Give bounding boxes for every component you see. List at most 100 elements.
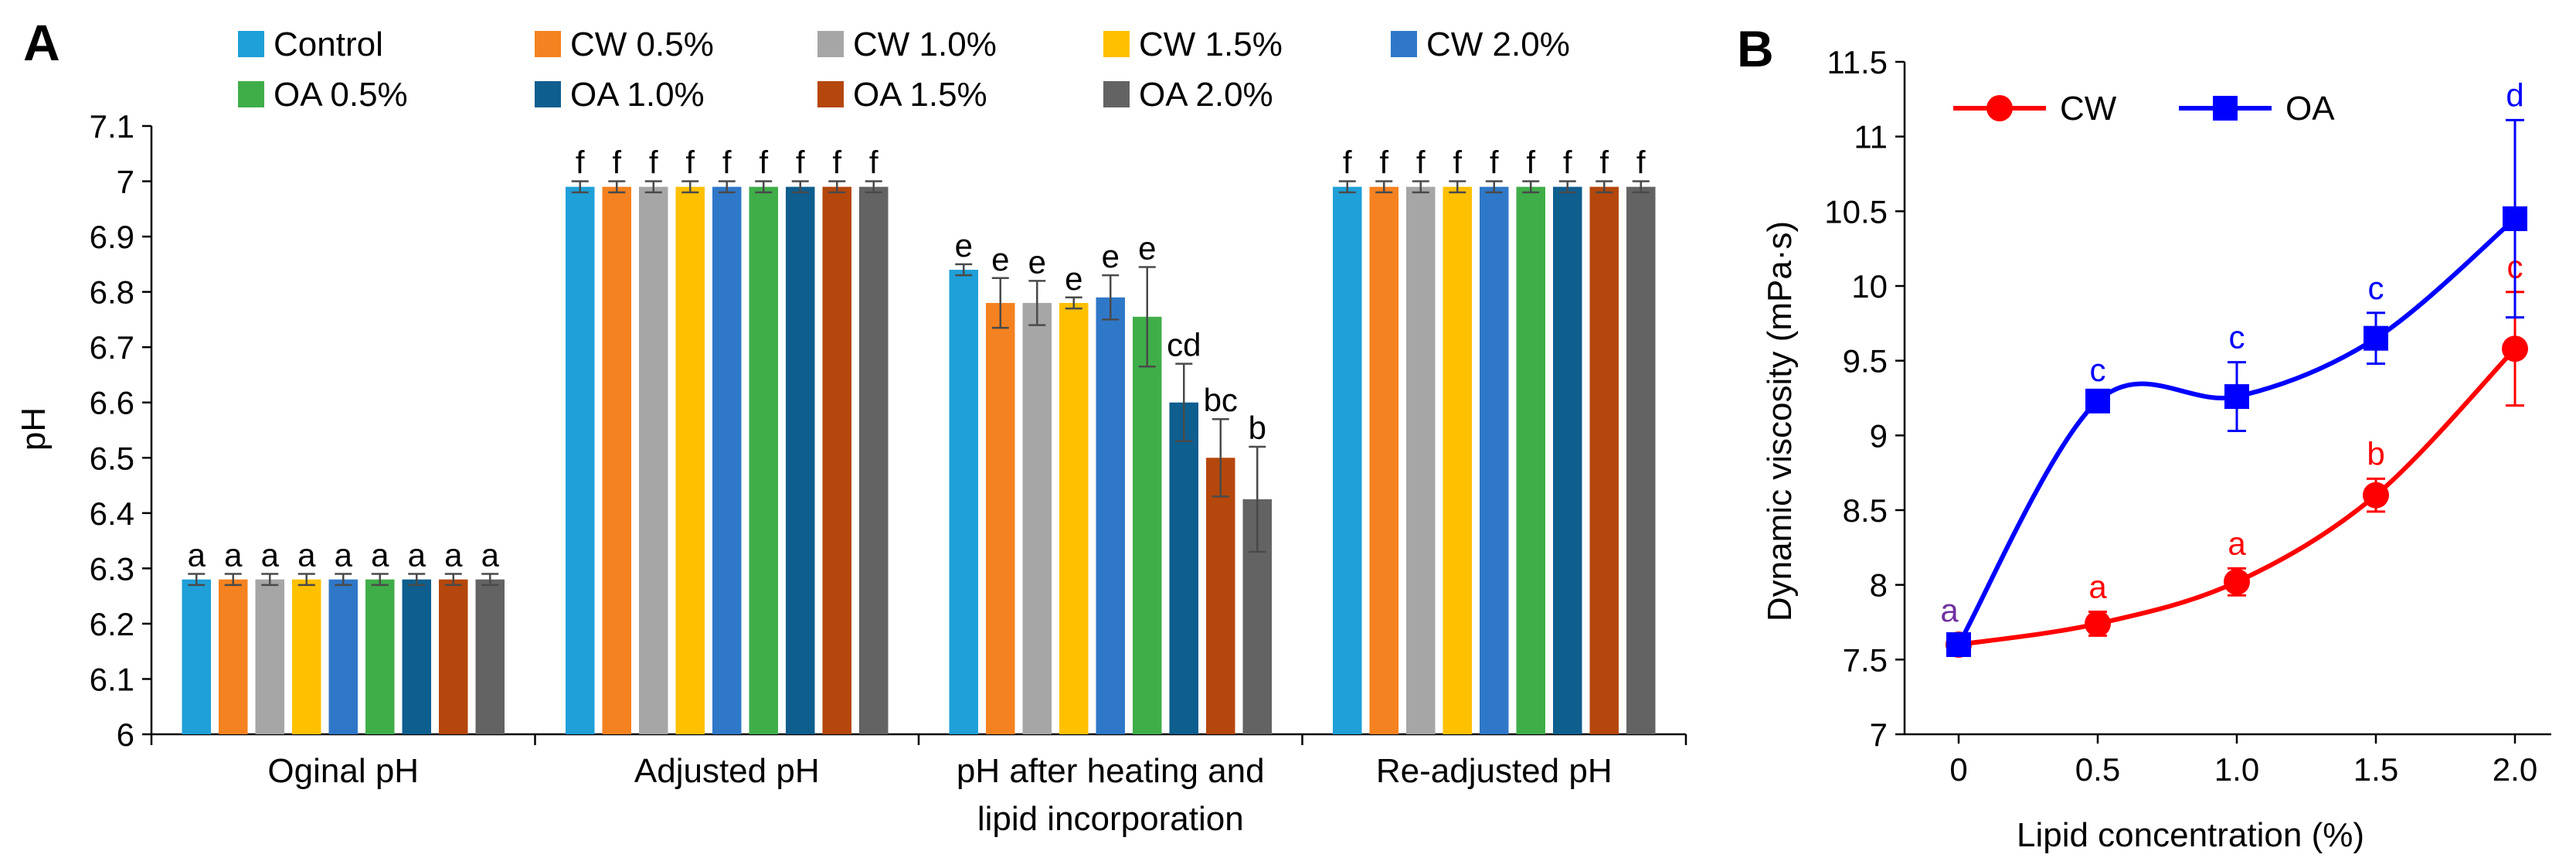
point-cw-2 [2224,568,2250,595]
legend-label-7: OA 1.5% [853,76,987,114]
letter-3-3: f [1453,145,1462,181]
letter-oa-1: c [2090,352,2106,388]
letter-1-8: f [869,145,878,181]
bar-1-8 [859,186,889,734]
bar-0-3 [292,579,321,734]
point-oa-3 [2364,325,2388,351]
group-label-1: Adjusted pH [634,752,820,790]
letter-0-7: a [444,537,463,574]
legend-label-3: CW 1.5% [1139,26,1283,63]
legend-swatch-5 [238,81,264,107]
group-label-line1-2: pH after heating and [957,752,1265,790]
letter-0-8: a [481,537,500,574]
point-cw-1 [2085,610,2111,637]
bar-3-2 [1406,186,1436,734]
chart-a-ytick-label-11: 7.1 [90,108,134,145]
chart-b-ytick-label-4: 9 [1870,417,1888,454]
letter-1-3: f [685,145,695,181]
legend-label-1: CW 0.5% [570,26,714,63]
chart-b-xtick-label-1: 0.5 [2075,751,2120,788]
letter-2-8: b [1249,410,1266,446]
chart-a-ytick-label-0: 6 [117,717,134,753]
letter-0-4: a [335,537,353,574]
bar-3-1 [1369,186,1398,734]
bar-1-0 [566,186,595,734]
chart-b-ytick-label-1: 7.5 [1843,642,1888,678]
bar-2-3 [1059,302,1089,735]
bar-2-7 [1206,458,1235,734]
letter-1-0: f [576,145,585,181]
bar-3-4 [1480,186,1509,734]
letter-3-1: f [1379,145,1388,181]
legend-swatch-0 [238,31,264,57]
letter-2-4: e [1102,238,1120,274]
letter-1-6: f [796,145,805,181]
bar-2-6 [1169,402,1198,734]
legend-swatch-1 [535,31,561,57]
bar-2-2 [1022,302,1052,735]
letter-1-5: f [759,145,768,181]
chart-b-xtick-label-0: 0 [1949,751,1967,788]
letter-0-2: a [261,537,280,574]
group-label-0: Oginal pH [267,752,419,790]
series-line-oa [1956,216,2517,646]
legend-b-label-0: CW [2060,90,2117,128]
chart-b-ytick-label-7: 10.5 [1824,193,1888,230]
letter-3-7: f [1599,145,1609,181]
letter-2-3: e [1065,260,1082,297]
bar-0-4 [328,579,358,734]
letter-2-7: bc [1204,382,1238,418]
panel-a-label: A [23,14,60,71]
letter-3-6: f [1563,145,1572,181]
letter-0-0: a [188,537,206,574]
legend-label-5: OA 0.5% [274,76,408,114]
chart-b-ytick-label-3: 8.5 [1843,492,1888,529]
chart-a-ytick-label-8: 6.8 [90,274,134,311]
bar-0-2 [255,579,284,734]
legend-b-marker-0 [1986,95,2013,121]
point-oa-4 [2503,206,2527,231]
letter-oa-2: c [2229,319,2245,356]
legend-swatch-8 [1103,81,1130,107]
bar-3-0 [1333,186,1362,734]
bar-3-6 [1553,186,1582,734]
letter-1-4: f [722,145,732,181]
legend-swatch-2 [817,31,844,57]
legend-swatch-4 [1391,31,1417,57]
bar-3-3 [1443,186,1472,734]
letter-0-6: a [408,537,427,574]
chart-a-plot: Control CW 0.5% CW 1.0% CW 1.5% CW 2.0% OA 0.… [90,26,1687,838]
bar-0-8 [475,579,505,734]
bar-0-0 [182,579,211,734]
bar-1-2 [639,186,668,734]
legend-label-0: Control [274,26,383,63]
chart-a-ytick-label-2: 6.2 [90,606,134,642]
letter-2-5: e [1138,230,1156,266]
letter-0-3: a [297,537,316,574]
bar-0-1 [219,579,248,734]
bar-1-3 [675,186,705,734]
letter-0-1: a [224,537,243,574]
chart-b-ytick-label-2: 8 [1870,567,1888,604]
chart-a-ytick-label-9: 6.9 [90,219,134,255]
letter-cw-2: a [2228,525,2246,561]
chart-b-xlabel: Lipid concentration (%) [2017,816,2364,854]
chart-b-ytick-label-8: 11 [1854,119,1888,155]
letter-3-4: f [1490,145,1499,181]
letter-1-7: f [832,145,841,181]
bar-3-5 [1516,186,1545,734]
letter-3-2: f [1416,145,1426,181]
letter-2-1: e [991,241,1009,277]
point-cw-3 [2363,482,2389,509]
bar-2-1 [986,302,1015,735]
chart-a-ytick-label-7: 6.7 [90,329,134,366]
bar-3-8 [1626,186,1656,734]
chart-b-ytick-label-6: 10 [1851,268,1888,305]
group-label-line2-2: lipid incorporation [977,800,1244,838]
letter-shared-0: a [1940,592,1959,628]
chart-a-ytick-label-6: 6.6 [90,385,134,421]
chart-b-plot: 7 7.5 8 8.5 9 9.5 10 10.5 11 11.5 0 0.5 1.0 1.5 2.0 a a b… [1824,44,2551,788]
bar-1-5 [749,186,778,734]
chart-b-ytick-label-9: 11.5 [1827,44,1888,80]
